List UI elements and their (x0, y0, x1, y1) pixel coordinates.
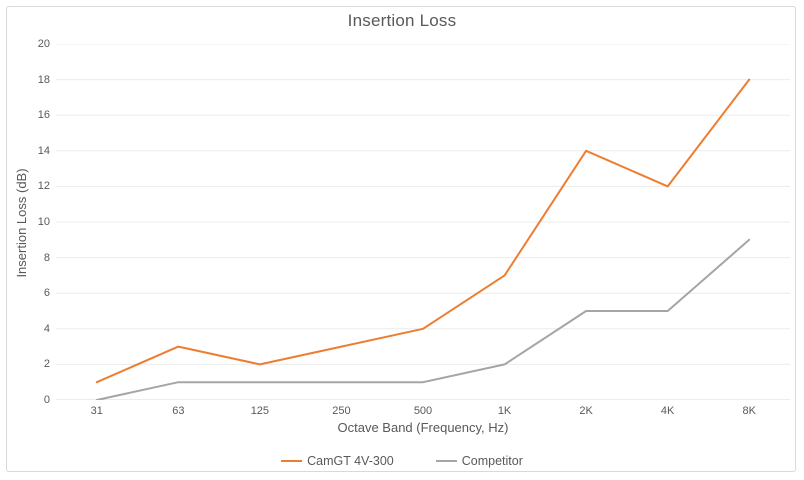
series-line-camgt-4v-300 (95, 78, 751, 384)
series-line-competitor (95, 238, 751, 400)
y-tick-label: 2 (43, 358, 50, 371)
y-tick-label: 16 (37, 109, 50, 122)
x-axis-title: Octave Band (Frequency, Hz) (337, 420, 509, 435)
y-tick-label: 10 (37, 216, 50, 228)
y-tick-label: 18 (37, 73, 50, 86)
x-tick-label: 125 (250, 405, 270, 417)
x-tick-label: 8K (742, 405, 756, 417)
y-tick-label: 0 (43, 394, 50, 406)
legend-item-camgt-4v-300: CamGT 4V-300 (281, 454, 394, 468)
legend-label: CamGT 4V-300 (307, 454, 394, 468)
x-tick-label: 250 (332, 405, 351, 417)
x-tick-label: 63 (172, 405, 185, 417)
x-tick-label: 4K (660, 405, 675, 417)
plot-area (56, 44, 790, 400)
x-tick-label: 500 (413, 405, 433, 417)
y-tick-label: 14 (37, 144, 50, 157)
chart-legend: CamGT 4V-300 Competitor (0, 454, 804, 468)
y-tick-label: 12 (37, 180, 50, 193)
y-tick-label: 20 (37, 38, 50, 50)
y-tick-label: 8 (43, 251, 50, 264)
y-tick-label: 4 (43, 322, 50, 335)
legend-line-swatch (435, 460, 457, 462)
chart-frame (6, 6, 796, 472)
x-tick-label: 2K (579, 405, 593, 417)
legend-item-competitor: Competitor (435, 454, 523, 468)
x-tick-label: 1K (497, 405, 512, 417)
y-tick-label: 6 (43, 287, 50, 300)
legend-line-swatch (281, 460, 303, 462)
x-tick-label: 31 (90, 405, 103, 417)
legend-label: Competitor (461, 454, 523, 468)
chart-title: Insertion Loss (347, 11, 457, 30)
